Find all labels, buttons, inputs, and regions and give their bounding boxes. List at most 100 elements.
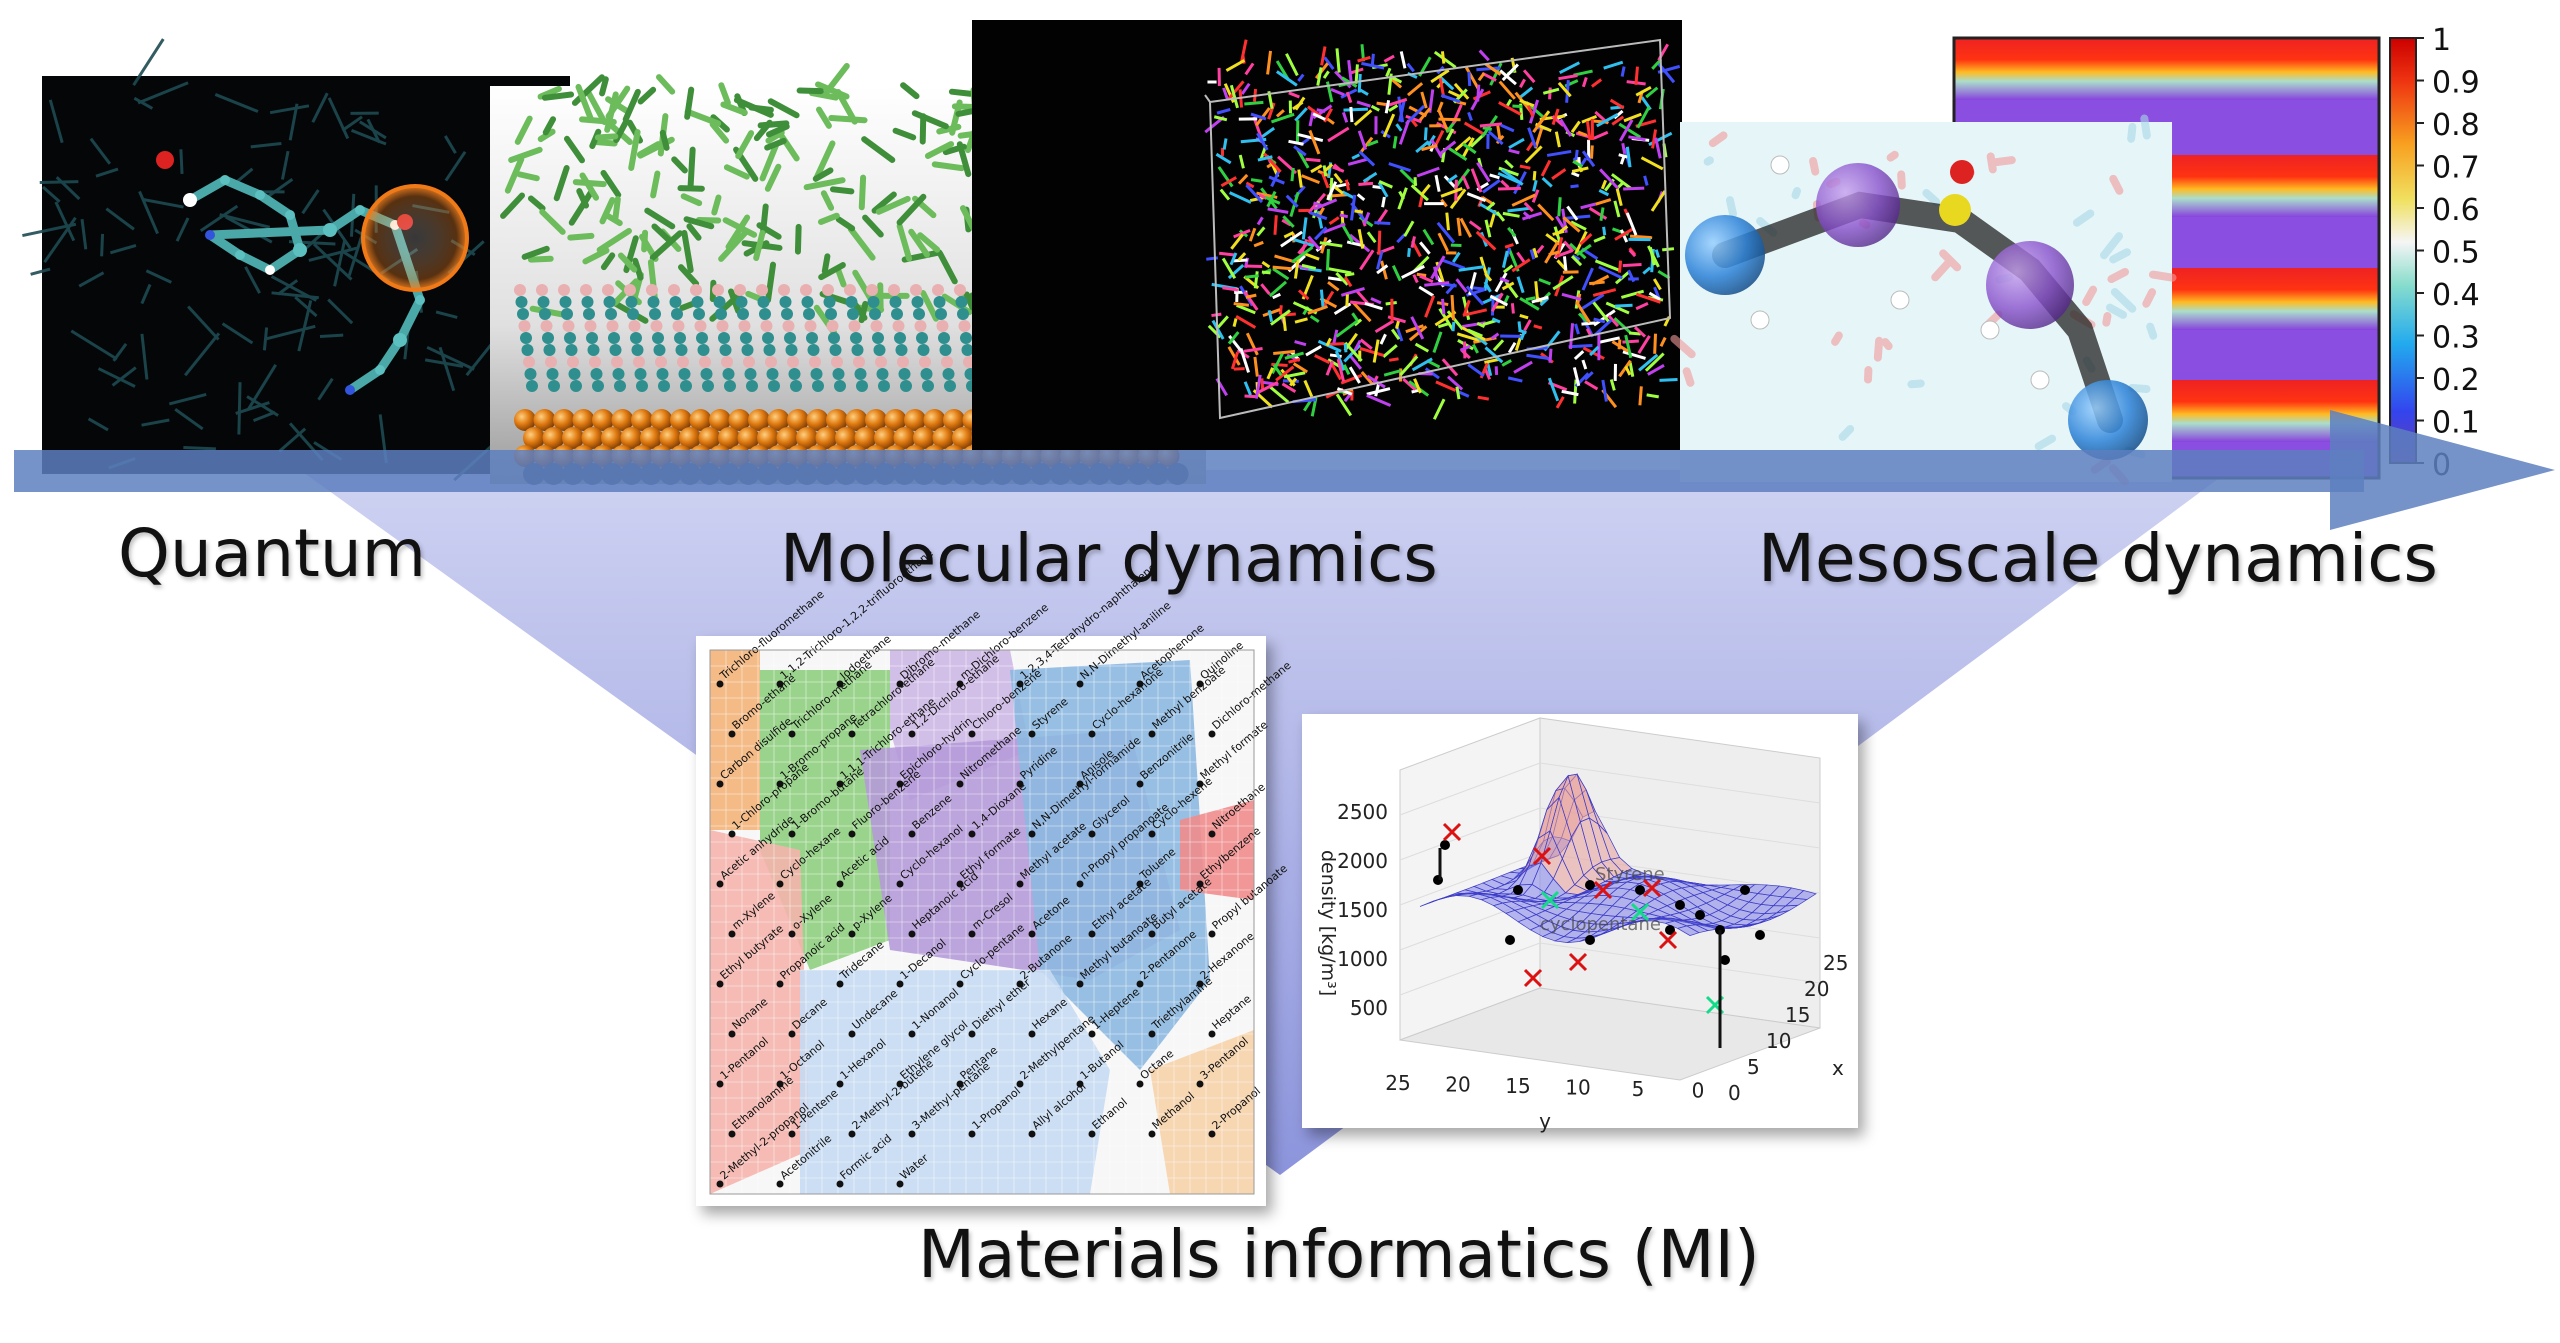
solvent-point [777,881,784,888]
x-tick-label: 15 [1785,1003,1810,1027]
y-axis-label: y [1539,1109,1551,1133]
solvent-point [909,731,916,738]
solvent-point [1209,1131,1216,1138]
z-tick-label: 2500 [1337,800,1388,824]
solvent-point [729,931,736,938]
solvent-point [969,1031,976,1038]
solvent-point [789,1031,796,1038]
solvent-point [717,1181,724,1188]
y-tick-label: 15 [1505,1074,1530,1098]
solvent-point [1149,1031,1156,1038]
x-tick-label: 25 [1823,951,1848,975]
z-tick-label: 1000 [1337,947,1388,971]
solvent-point [1149,1131,1156,1138]
solvent-point [717,781,724,788]
solvent-point [1149,931,1156,938]
solvent-point [849,831,856,838]
solvent-point [1209,831,1216,838]
solvent-point [837,1181,844,1188]
solvent-point [1029,1131,1036,1138]
density-point [1675,900,1685,910]
z-tick-label: 500 [1350,996,1388,1020]
density-point [1505,935,1515,945]
solvent-point [729,1031,736,1038]
solvent-point [957,981,964,988]
solvent-point [1137,781,1144,788]
solvent-point [957,781,964,788]
z-tick-label: 1500 [1337,898,1388,922]
colorbar-tick-label: 0.3 [2432,321,2480,356]
x-tick-label: 10 [1766,1029,1791,1053]
solvent-point [849,731,856,738]
solvent-point [1089,931,1096,938]
quantum-active-site [363,186,467,290]
solvent-point [717,981,724,988]
solvent-point [1197,1081,1204,1088]
solvent-point [729,731,736,738]
solvent-point [969,1131,976,1138]
density-point [1755,930,1765,940]
solvent-point [789,731,796,738]
solvent-point [909,931,916,938]
x-tick-label: 5 [1747,1055,1760,1079]
colorbar [2390,38,2416,463]
solvent-point [909,831,916,838]
solvent-point [1029,831,1036,838]
solvent-point [837,1081,844,1088]
solvent-point [1029,1031,1036,1038]
label-mesoscale-dynamics: Mesoscale dynamics [1758,520,2438,597]
colorbar-tick-label: 0.2 [2432,363,2480,398]
solvent-point [1089,1131,1096,1138]
density-annotation: cyclopentane [1540,914,1661,935]
md-box-panel [972,20,1682,450]
y-tick-label: 20 [1445,1073,1470,1097]
solvent-point [969,731,976,738]
mesoscale-molecule-panel [1674,119,2172,482]
x-axis-label: x [1832,1056,1844,1080]
solvent-point [1089,831,1096,838]
solvent-point [1029,731,1036,738]
solvent-point [1077,881,1084,888]
solvent-point [789,931,796,938]
solvent-point [1209,931,1216,938]
density-point [1585,880,1595,890]
solvent-point [717,881,724,888]
colorbar-tick-label: 0.9 [2432,66,2480,101]
label-molecular-dynamics: Molecular dynamics [780,520,1438,597]
solvent-point [717,681,724,688]
solvent-point [837,981,844,988]
solvent-point [849,1131,856,1138]
colorbar-tick-label: 1 [2432,23,2451,58]
solvent-point [1137,981,1144,988]
solvent-point [1089,1031,1096,1038]
y-tick-label: 5 [1632,1077,1645,1101]
solvent-point [1209,1031,1216,1038]
density-point [1695,910,1705,920]
solvent-point [897,981,904,988]
colorbar-tick-label: 0.1 [2432,406,2480,441]
colorbar-tick-label: 0.7 [2432,151,2480,186]
solvent-point [969,931,976,938]
solvent-point [1017,881,1024,888]
y-tick-label: 25 [1385,1071,1410,1095]
colorbar-tick-label: 0.8 [2432,108,2480,143]
colorbar-tick-label: 0.4 [2432,278,2480,313]
solvent-point [897,881,904,888]
z-tick-label: 2000 [1337,849,1388,873]
solvent-point [1089,731,1096,738]
solvent-point [837,881,844,888]
solvent-point [909,1131,916,1138]
density-point [1513,885,1523,895]
colorbar-tick-label: 0.5 [2432,236,2480,271]
density-point [1740,885,1750,895]
solvent-point [849,931,856,938]
solvent-point [777,1181,784,1188]
solvent-point [717,1081,724,1088]
solvent-point [1077,681,1084,688]
solvent-point [969,831,976,838]
density-annotation: Styrene [1595,864,1665,885]
solvent-point [777,981,784,988]
solvent-point [789,831,796,838]
